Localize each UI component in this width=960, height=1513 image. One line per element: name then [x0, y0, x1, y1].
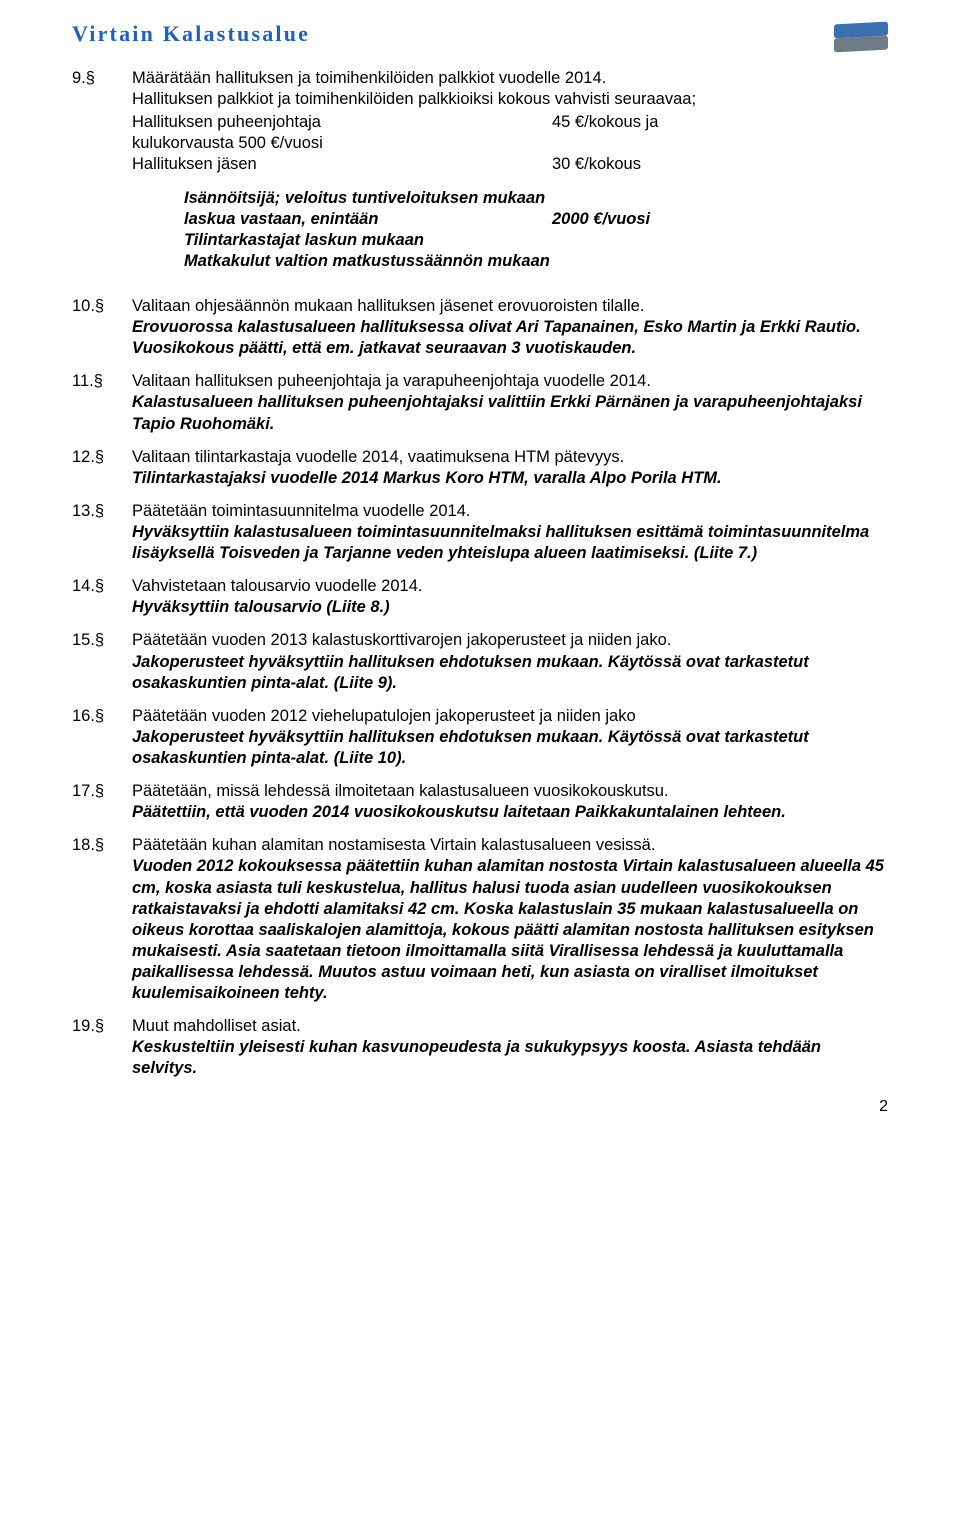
item13-p2: Hyväksyttiin kalastusalueen toimintasuun… [132, 522, 888, 564]
item9-b3: Tilintarkastajat laskun mukaan [184, 230, 888, 251]
item10-p1: Valitaan ohjesäännön mukaan hallituksen … [132, 297, 644, 315]
item14-p1: Vahvistetaan talousarvio vuodelle 2014. [132, 577, 422, 595]
item-number: 17.§ [72, 781, 132, 802]
item16-p2: Jakoperusteet hyväksyttiin hallituksen e… [132, 727, 888, 769]
item-number: 12.§ [72, 447, 132, 468]
page-number: 2 [72, 1097, 888, 1117]
item-number: 11.§ [72, 371, 132, 392]
item11-p2: Kalastusalueen hallituksen puheenjohtaja… [132, 392, 888, 434]
item17-p2: Päätettiin, että vuoden 2014 vuosikokous… [132, 802, 888, 823]
item-number: 10.§ [72, 296, 132, 317]
agenda-item-13: 13.§ Päätetään toimintasuunnitelma vuode… [72, 501, 888, 564]
agenda-item-14: 14.§ Vahvistetaan talousarvio vuodelle 2… [72, 576, 888, 618]
agenda-item-16: 16.§ Päätetään vuoden 2012 viehelupatulo… [72, 706, 888, 769]
item9-b1: Isännöitsijä; veloitus tuntiveloituksen … [184, 188, 888, 209]
item9-b2-value: 2000 €/vuosi [552, 209, 650, 230]
item10-p2: Erovuorossa kalastusalueen hallituksessa… [132, 317, 888, 359]
item9-r1-line2: kulukorvausta 500 €/vuosi [132, 133, 888, 154]
item19-p1: Muut mahdolliset asiat. [132, 1017, 301, 1035]
org-flag-icon [834, 20, 888, 56]
agenda-item-12: 12.§ Valitaan tilintarkastaja vuodelle 2… [72, 447, 888, 489]
item9-intro: Määrätään hallituksen ja toimihenkilöide… [132, 68, 888, 89]
page-header: Virtain Kalastusalue [72, 20, 888, 56]
item14-p2: Hyväksyttiin talousarvio (Liite 8.) [132, 597, 888, 618]
item13-p1: Päätetään toimintasuunnitelma vuodelle 2… [132, 502, 470, 520]
item11-p1: Valitaan hallituksen puheenjohtaja ja va… [132, 372, 651, 390]
item9-b2-label: laskua vastaan, enintään [184, 209, 552, 230]
item-number: 13.§ [72, 501, 132, 522]
agenda-item-18: 18.§ Päätetään kuhan alamitan nostamises… [72, 835, 888, 1004]
item9-desc: Hallituksen palkkiot ja toimihenkilöiden… [132, 89, 888, 110]
item-number: 9.§ [72, 68, 132, 89]
item15-p2: Jakoperusteet hyväksyttiin hallituksen e… [132, 652, 888, 694]
item-number: 19.§ [72, 1016, 132, 1037]
item-number: 16.§ [72, 706, 132, 727]
item9-r1-value: 45 €/kokous ja [552, 112, 658, 133]
agenda-item-10: 10.§ Valitaan ohjesäännön mukaan hallitu… [72, 296, 888, 359]
item-number: 15.§ [72, 630, 132, 651]
item-number: 14.§ [72, 576, 132, 597]
agenda-item-11: 11.§ Valitaan hallituksen puheenjohtaja … [72, 371, 888, 434]
item9-r2-value: 30 €/kokous [552, 154, 641, 175]
item9-r2-label: Hallituksen jäsen [132, 154, 552, 175]
item9-bold-block: Isännöitsijä; veloitus tuntiveloituksen … [184, 188, 888, 272]
agenda-item-19: 19.§ Muut mahdolliset asiat. Keskustelti… [72, 1016, 888, 1079]
agenda-item-9: 9.§ Määrätään hallituksen ja toimihenkil… [72, 68, 888, 284]
item16-p1: Päätetään vuoden 2012 viehelupatulojen j… [132, 707, 636, 725]
page-title: Virtain Kalastusalue [72, 20, 310, 48]
agenda-item-17: 17.§ Päätetään, missä lehdessä ilmoiteta… [72, 781, 888, 823]
item18-p1: Päätetään kuhan alamitan nostamisesta Vi… [132, 836, 655, 854]
item12-p2: Tilintarkastajaksi vuodelle 2014 Markus … [132, 468, 888, 489]
agenda-item-15: 15.§ Päätetään vuoden 2013 kalastuskortt… [72, 630, 888, 693]
item-number: 18.§ [72, 835, 132, 856]
item15-p1: Päätetään vuoden 2013 kalastuskorttivaro… [132, 631, 671, 649]
item18-p2: Vuoden 2012 kokouksessa päätettiin kuhan… [132, 856, 888, 1004]
item19-p2: Keskusteltiin yleisesti kuhan kasvunopeu… [132, 1037, 888, 1079]
item9-r1-label: Hallituksen puheenjohtaja [132, 112, 552, 133]
item17-p1: Päätetään, missä lehdessä ilmoitetaan ka… [132, 782, 669, 800]
item9-b4: Matkakulut valtion matkustussäännön muka… [184, 251, 888, 272]
item12-p1: Valitaan tilintarkastaja vuodelle 2014, … [132, 448, 624, 466]
